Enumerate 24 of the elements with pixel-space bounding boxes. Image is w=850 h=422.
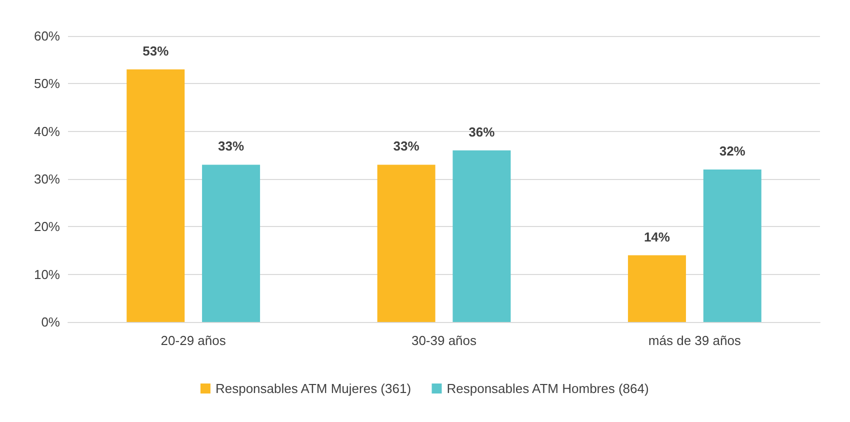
x-tick-label: más de 39 años: [648, 333, 742, 348]
legend-label: Responsables ATM Hombres (864): [446, 381, 649, 396]
y-tick-label: 40%: [34, 124, 60, 139]
x-tick-label: 30-39 años: [411, 333, 478, 348]
y-tick-label: 50%: [34, 76, 60, 92]
data-label: 53%: [142, 43, 170, 58]
y-tick-label: 10%: [34, 266, 60, 282]
bar: [703, 169, 762, 322]
bar: [628, 255, 686, 322]
y-tick-label: 60%: [34, 28, 60, 44]
bar: [377, 164, 436, 322]
data-label: 32%: [719, 143, 746, 158]
y-tick-label: 30%: [34, 172, 60, 186]
data-label: 14%: [644, 229, 670, 244]
bar: [126, 69, 185, 322]
legend-label: Responsables ATM Mujeres (361): [215, 381, 412, 396]
y-tick-label: 20%: [34, 219, 60, 234]
bar: [202, 164, 260, 322]
data-label: 33%: [218, 138, 244, 154]
y-tick-label: 0%: [41, 314, 60, 330]
data-label: 36%: [468, 124, 496, 140]
data-label: 33%: [393, 138, 420, 154]
x-tick-label: 20-29 años: [160, 333, 226, 348]
bar: [452, 150, 511, 322]
